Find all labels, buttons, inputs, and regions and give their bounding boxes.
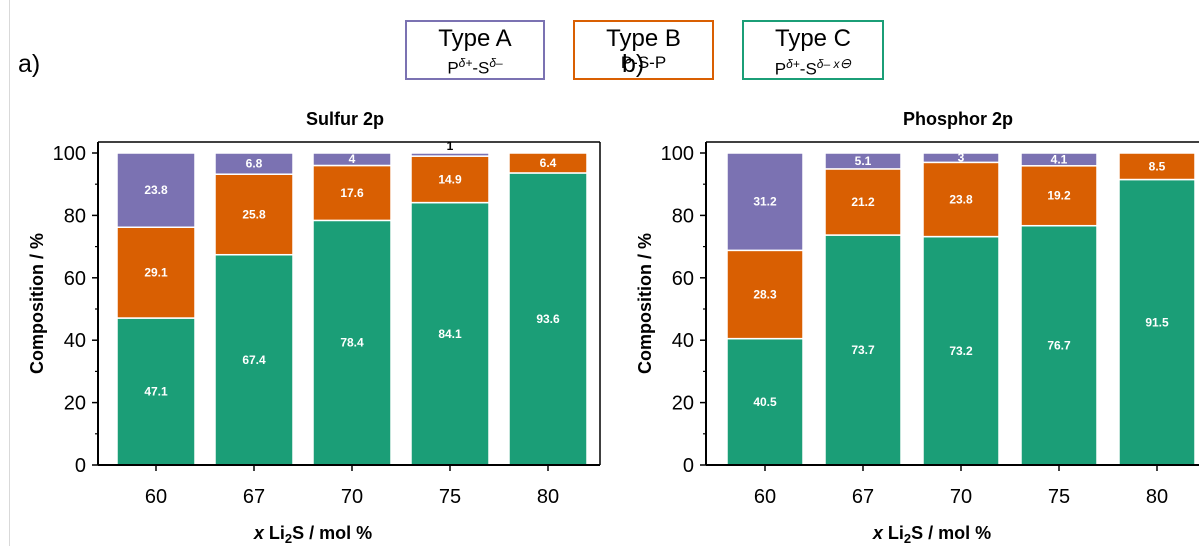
sulfur-data-label-type-a-60: 23.8 [144,183,168,197]
phosphor-bar-type-b-70 [922,161,1000,238]
sulfur-data-label-type-c-75: 84.1 [438,327,462,341]
sulfur-bar-type-a-67 [214,152,294,175]
sulfur-bar-type-b-80 [508,152,588,174]
phosphor-y-tick-label-60: 60 [672,268,694,290]
sulfur-bar-type-b-60 [116,226,196,319]
phosphor-x-axis-label: x Li2S / mol % [872,523,991,546]
sulfur-x-tick-label-70: 70 [341,486,363,508]
phosphor-data-label-type-b-60: 28.3 [753,287,777,301]
phosphor-bar-type-a-67 [824,152,902,170]
sulfur-x-tick-label-60: 60 [145,486,167,508]
sulfur-data-label-type-a-70: 4 [349,152,356,166]
sulfur-bar-type-b-70 [312,164,392,222]
phosphor-bar-type-b-67 [824,168,902,236]
phosphor-y-tick-label-20: 20 [672,393,694,415]
legend-type-a-formula: Pδ+-Sδ– [447,56,503,78]
phosphor-bar-type-b-80 [1118,152,1196,181]
sulfur-data-label-type-b-67: 25.8 [242,207,266,221]
phosphor-data-label-type-c-67: 73.7 [851,343,875,357]
phosphor-bar-type-c-67 [824,234,902,466]
phosphor-data-label-type-b-70: 23.8 [949,192,973,206]
phosphor-bar-type-b-75 [1020,165,1098,227]
sulfur-bar-type-c-75 [410,201,490,466]
sulfur-y-tick-label-20: 20 [64,393,86,415]
sulfur-bar-type-a-75 [410,152,490,157]
phosphor-y-tick-label-40: 40 [672,330,694,352]
page-border-line [9,0,10,546]
sulfur-bar-type-b-67 [214,173,294,256]
legend-type-c-formula: Pδ+-Sδ– x⊖ [774,55,852,79]
legend-type-b: Type B P-S-P [573,20,714,80]
sulfur-data-label-type-c-60: 47.1 [144,385,168,399]
phosphor-x-tick-label-70: 70 [950,486,972,508]
phosphor-y-tick-label-80: 80 [672,205,694,227]
phosphor-data-label-type-c-80: 91.5 [1145,315,1169,329]
sulfur-data-label-type-c-80: 93.6 [536,312,560,326]
sulfur-y-axis-label: Composition / % [27,233,47,374]
phosphor-data-label-type-a-75: 4.1 [1051,152,1068,166]
sulfur-bar-type-a-70 [312,152,392,167]
phosphor-x-tick-label-75: 75 [1048,486,1070,508]
phosphor-x-tick-label-80: 80 [1146,486,1168,508]
phosphor-x-tick-label-60: 60 [754,486,776,508]
sulfur-y-tick-label-40: 40 [64,330,86,352]
sulfur-data-label-type-a-75: 1 [447,139,454,153]
sulfur-x-tick-label-75: 75 [439,486,461,508]
phosphor-data-label-type-b-75: 19.2 [1047,189,1071,203]
phosphor-bar-type-c-60 [726,337,804,466]
sulfur-bar-type-c-67 [214,253,294,466]
phosphor-data-label-type-b-80: 8.5 [1149,159,1166,173]
phosphor-data-label-type-c-70: 73.2 [949,344,973,358]
phosphor-data-label-type-c-60: 40.5 [753,395,777,409]
sulfur-bar-type-c-80 [508,172,588,466]
sulfur-bar-type-b-75 [410,155,490,204]
sulfur-bar-type-c-70 [312,219,392,466]
phosphor-bar-type-b-60 [726,249,804,340]
sulfur-y-tick-label-60: 60 [64,268,86,290]
phosphor-data-label-type-a-70: 3 [958,151,965,165]
phosphor-data-label-type-a-67: 5.1 [855,154,872,168]
sulfur-chart-title: Sulfur 2p [306,109,384,129]
sulfur-data-label-type-b-60: 29.1 [144,266,168,280]
phosphor-data-label-type-c-75: 76.7 [1047,338,1071,352]
sulfur-panel-letter: a) [18,50,40,78]
sulfur-data-label-type-b-80: 6.4 [540,156,557,170]
sulfur-x-tick-label-80: 80 [537,486,559,508]
legend-type-b-formula: P-S-P [620,53,667,72]
legend-type-a-title: Type A [438,25,512,52]
phosphor-panel-letter: b) [622,50,644,78]
legend-type-a: Type A Pδ+-Sδ– [405,20,545,80]
sulfur-x-axis-label: x Li2S / mol % [253,523,372,546]
phosphor-data-label-type-b-67: 21.2 [851,195,875,209]
phosphor-bar-type-a-70 [922,152,1000,164]
sulfur-data-label-type-b-70: 17.6 [340,186,364,200]
sulfur-data-label-type-c-67: 67.4 [242,353,266,367]
legend-type-c-title: Type C [774,25,852,52]
sulfur-y-tick-label-80: 80 [64,205,86,227]
sulfur-x-tick-label-67: 67 [243,486,265,508]
phosphor-x-tick-label-67: 67 [852,486,874,508]
sulfur-data-label-type-a-67: 6.8 [246,157,263,171]
sulfur-bar-type-a-60 [116,152,196,229]
phosphor-chart-title: Phosphor 2p [903,109,1013,129]
phosphor-y-tick-label-0: 0 [683,455,694,477]
phosphor-data-label-type-a-60: 31.2 [753,195,777,209]
phosphor-y-tick-label-100: 100 [661,143,694,165]
phosphor-bar-type-a-60 [726,152,804,252]
phosphor-bar-type-a-75 [1020,152,1098,167]
phosphor-bar-type-c-80 [1118,178,1196,466]
sulfur-data-label-type-c-70: 78.4 [340,336,364,350]
phosphor-y-axis-label: Composition / % [635,233,655,374]
sulfur-data-label-type-b-75: 14.9 [438,172,462,186]
sulfur-y-tick-label-100: 100 [53,143,86,165]
legend-type-b-title: Type B [606,25,681,52]
legend-type-c: Type C Pδ+-Sδ– x⊖ [742,20,884,80]
sulfur-y-tick-label-0: 0 [75,455,86,477]
